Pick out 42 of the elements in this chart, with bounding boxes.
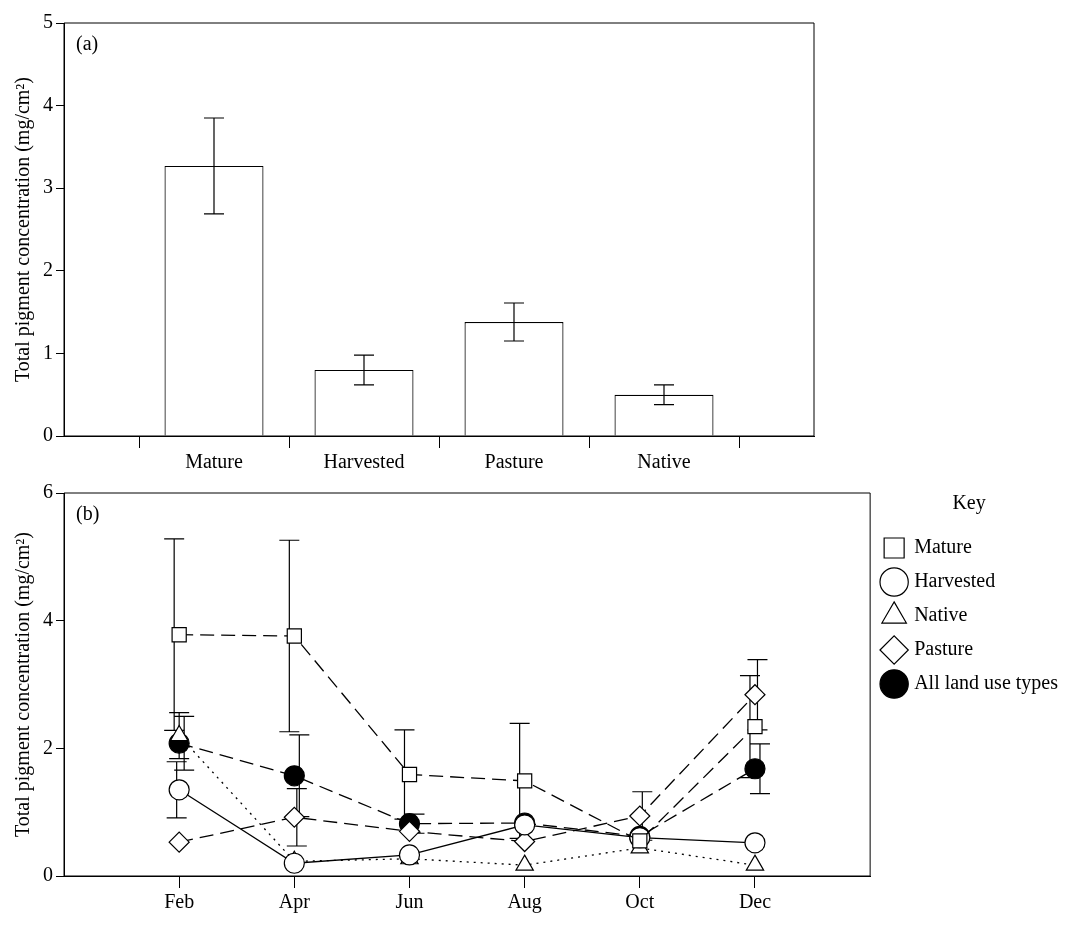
point [286, 628, 302, 644]
point [283, 765, 305, 787]
x-tick-label: Oct [625, 890, 655, 913]
point [516, 773, 533, 789]
point [398, 820, 421, 842]
point [168, 779, 190, 801]
legend-label: Harvested [914, 569, 996, 592]
x-tick-label: Pasture [484, 450, 544, 473]
legend-title: Key [952, 491, 986, 515]
y-tick-label: 4 [43, 607, 53, 630]
x-tick-label: Apr [278, 890, 311, 914]
legend-label: Pasture [914, 637, 974, 660]
x-tick-label: Feb [164, 890, 195, 913]
y-tick-label: 5 [43, 10, 53, 33]
y-tick-label: 0 [43, 863, 53, 886]
x-tick-label: Mature [185, 450, 243, 473]
y-tick-label: 4 [43, 92, 53, 115]
y-tick-label: 6 [43, 480, 53, 503]
point [744, 684, 766, 706]
point [744, 758, 766, 780]
legend-label: All land use types [914, 671, 1059, 695]
point [171, 627, 187, 643]
point [283, 806, 305, 828]
legend-label: Mature [914, 535, 973, 558]
y-axis-title: Total pigment concentration (mg/cm²) [11, 531, 35, 838]
x-tick-label: Dec [738, 890, 772, 913]
y-tick-label: 2 [43, 735, 53, 758]
y-tick-label: 0 [43, 423, 53, 446]
annotation: (a) [76, 32, 99, 56]
point [401, 766, 418, 783]
y-tick-label: 3 [43, 175, 53, 198]
point [283, 852, 305, 874]
y-axis-title: Total pigment concentration (mg/cm²) [11, 76, 35, 383]
x-tick-label: Harvested [323, 450, 405, 473]
y-tick-label: 1 [43, 340, 53, 363]
annotation: (b) [76, 502, 100, 526]
x-tick-label: Aug [507, 890, 542, 914]
x-tick-label: Native [637, 450, 691, 473]
legend-label: Native [914, 603, 968, 626]
y-tick-label: 2 [43, 258, 53, 281]
point [747, 718, 763, 735]
x-tick-label: Jun [395, 890, 424, 913]
